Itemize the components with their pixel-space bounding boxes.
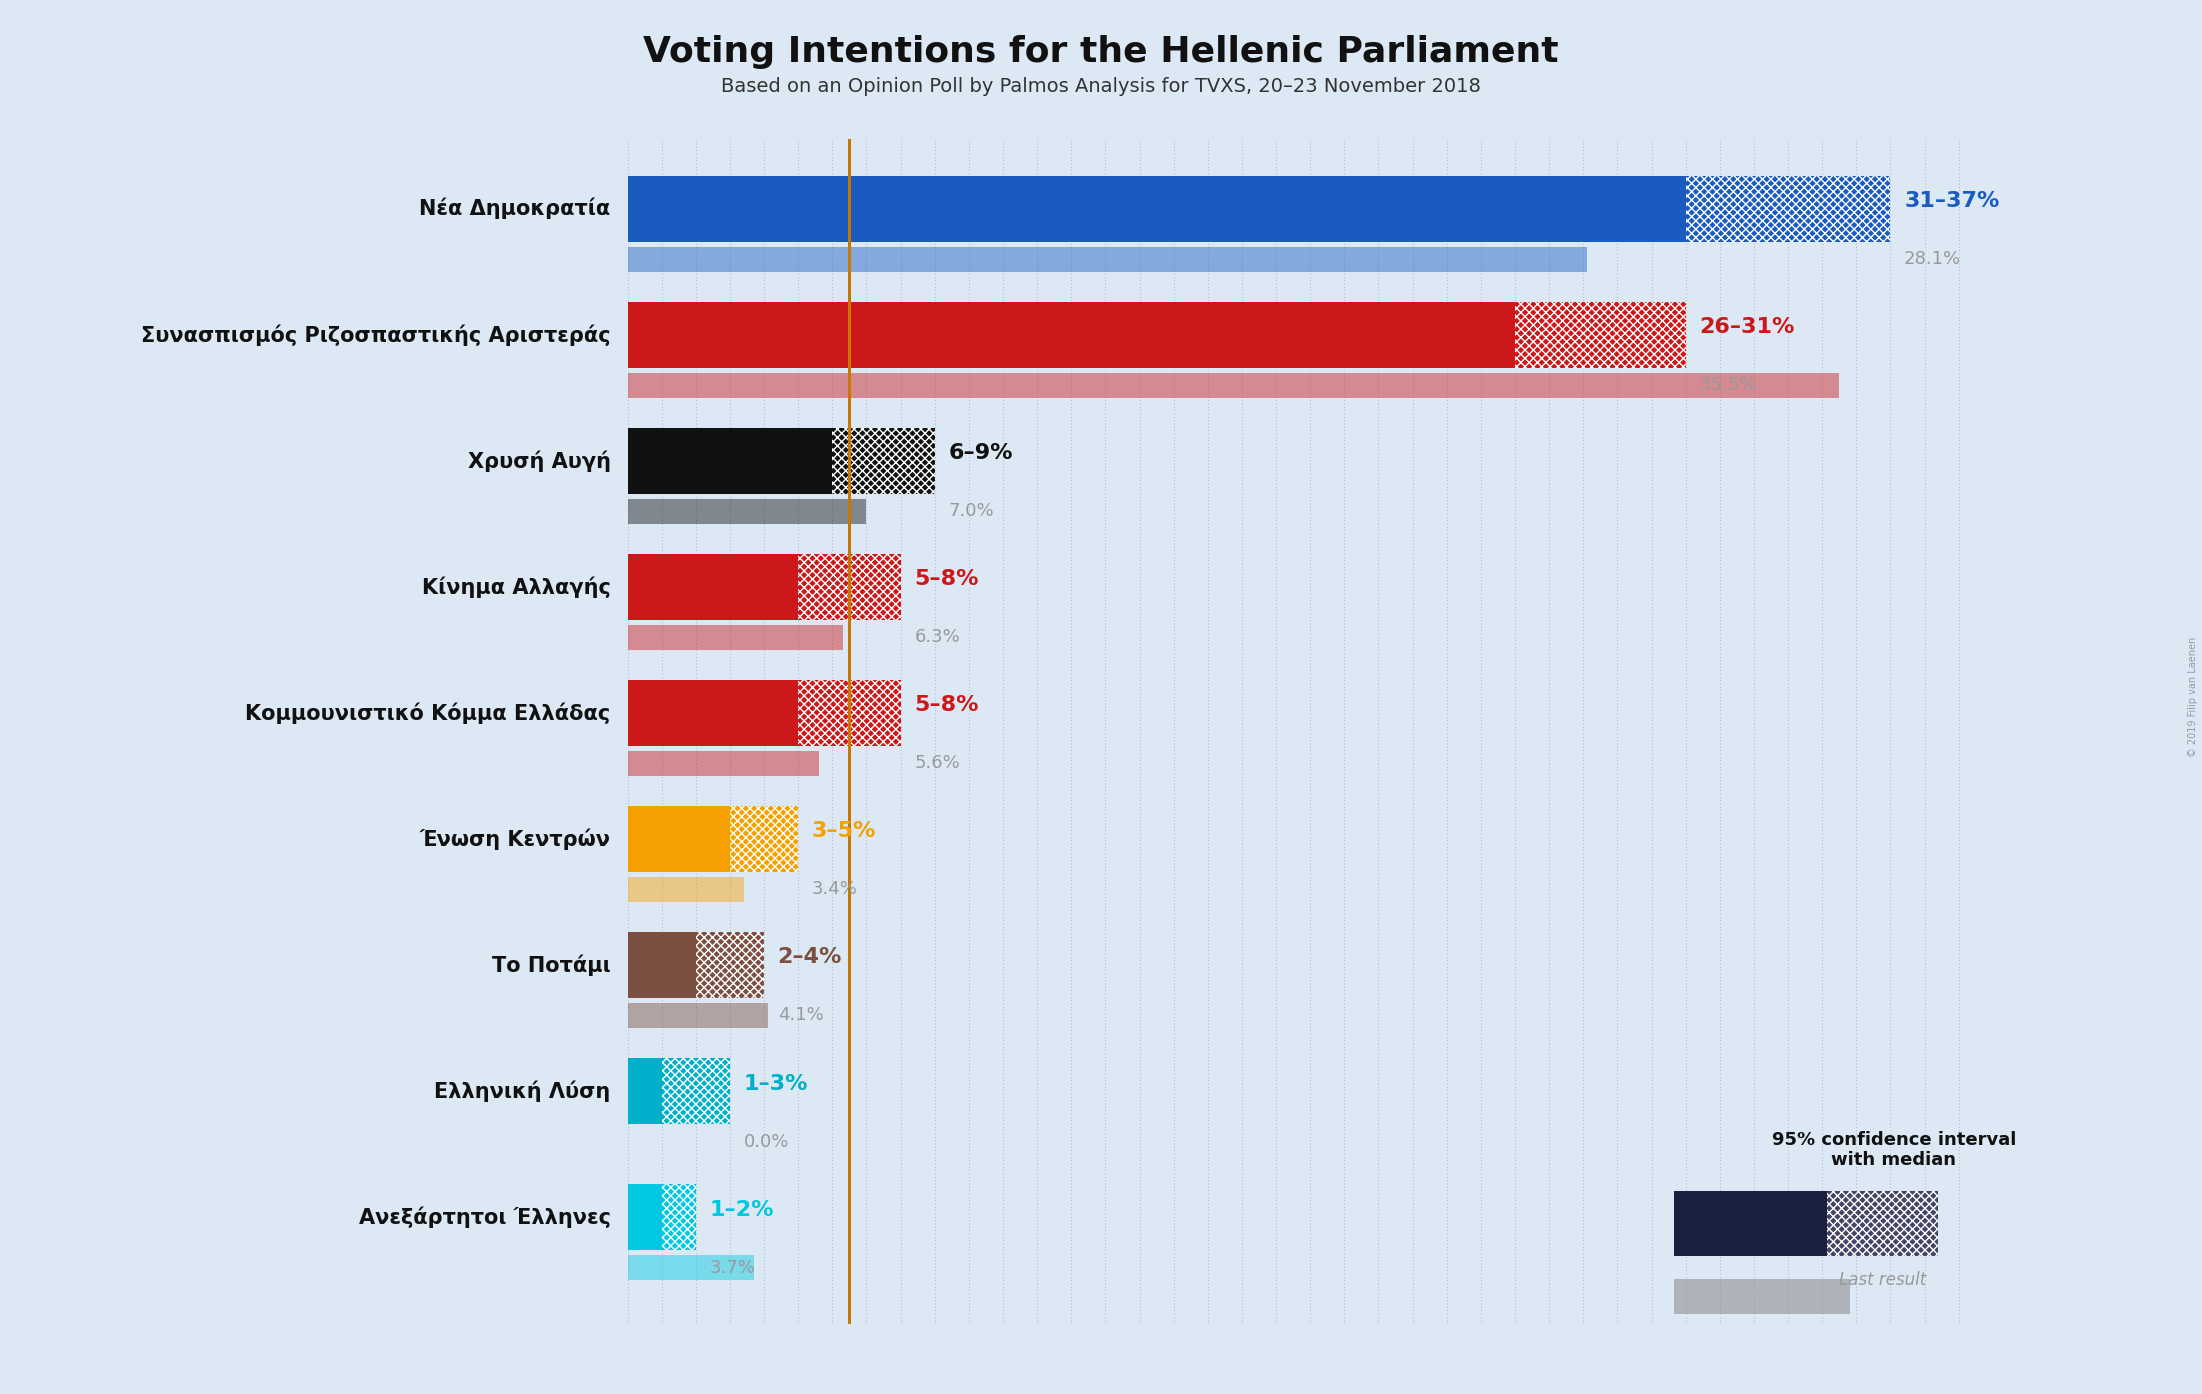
- Bar: [628, 751, 819, 776]
- Bar: [661, 1185, 696, 1250]
- Text: 7.0%: 7.0%: [949, 502, 993, 520]
- Text: 1–3%: 1–3%: [744, 1073, 808, 1093]
- Bar: [628, 499, 865, 524]
- Bar: [628, 428, 832, 493]
- Text: Κομμουνιστικό Κόμμα Ελλάδας: Κομμουνιστικό Κόμμα Ελλάδας: [244, 703, 610, 723]
- Bar: [628, 247, 1588, 272]
- Text: 3.4%: 3.4%: [813, 881, 859, 898]
- Bar: [628, 1255, 753, 1280]
- Text: 5–8%: 5–8%: [914, 696, 978, 715]
- Text: Voting Intentions for the Hellenic Parliament: Voting Intentions for the Hellenic Parli…: [643, 35, 1559, 68]
- Bar: [1674, 1190, 1828, 1256]
- Text: Nέα Δημοκρατία: Nέα Δημοκρατία: [418, 198, 610, 219]
- Text: 6–9%: 6–9%: [949, 443, 1013, 463]
- Bar: [628, 806, 729, 871]
- Text: 5.6%: 5.6%: [914, 754, 960, 772]
- Text: Ανεξάρτητοι Έλληνες: Ανεξάρτητοι Έλληνες: [359, 1206, 610, 1228]
- Text: 1–2%: 1–2%: [709, 1200, 773, 1220]
- Bar: [628, 1002, 768, 1029]
- Text: Συνασπισμός Ριζοσπαστικής Αριστεράς: Συνασπισμός Ριζοσπαστικής Αριστεράς: [141, 323, 610, 346]
- Bar: [628, 877, 744, 902]
- Text: 28.1%: 28.1%: [1905, 250, 1962, 268]
- Text: 35.5%: 35.5%: [1700, 376, 1757, 395]
- Bar: [661, 1058, 729, 1124]
- Bar: [729, 806, 797, 871]
- Bar: [628, 933, 696, 998]
- Text: 31–37%: 31–37%: [1905, 191, 1999, 210]
- Bar: [628, 1185, 661, 1250]
- Bar: [1674, 1278, 1850, 1315]
- Text: © 2019 Filip van Laenen: © 2019 Filip van Laenen: [2187, 637, 2198, 757]
- Bar: [628, 302, 1515, 368]
- Text: Ελληνική Λύση: Ελληνική Λύση: [434, 1080, 610, 1101]
- Text: Based on an Opinion Poll by Palmos Analysis for TVXS, 20–23 November 2018: Based on an Opinion Poll by Palmos Analy…: [720, 77, 1482, 96]
- Bar: [628, 1058, 661, 1124]
- Bar: [628, 372, 1839, 397]
- Text: 26–31%: 26–31%: [1700, 318, 1795, 337]
- Text: 6.3%: 6.3%: [914, 629, 960, 647]
- Bar: [832, 428, 934, 493]
- Bar: [1828, 1190, 1938, 1256]
- Bar: [628, 625, 843, 650]
- Text: 2–4%: 2–4%: [777, 948, 841, 967]
- Bar: [628, 176, 1687, 241]
- Text: Χρυσή Αυγή: Χρυσή Αυγή: [467, 450, 610, 471]
- Bar: [797, 680, 901, 746]
- Text: 0.0%: 0.0%: [744, 1132, 788, 1150]
- Bar: [797, 553, 901, 620]
- Bar: [628, 553, 797, 620]
- Bar: [696, 933, 764, 998]
- Bar: [1687, 176, 1889, 241]
- Bar: [628, 680, 797, 746]
- Text: 95% confidence interval
with median: 95% confidence interval with median: [1773, 1131, 2015, 1170]
- Bar: [1515, 302, 1687, 368]
- Text: 3–5%: 3–5%: [813, 821, 876, 842]
- Text: 5–8%: 5–8%: [914, 569, 978, 590]
- Text: Κίνημα Αλλαγής: Κίνημα Αλλαγής: [421, 576, 610, 598]
- Text: Last result: Last result: [1839, 1271, 1927, 1288]
- Text: Ένωση Κεντρών: Ένωση Κεντρών: [421, 828, 610, 850]
- Text: Το Ποτάμι: Το Ποτάμι: [491, 955, 610, 976]
- Text: 3.7%: 3.7%: [709, 1259, 755, 1277]
- Text: 4.1%: 4.1%: [777, 1006, 824, 1025]
